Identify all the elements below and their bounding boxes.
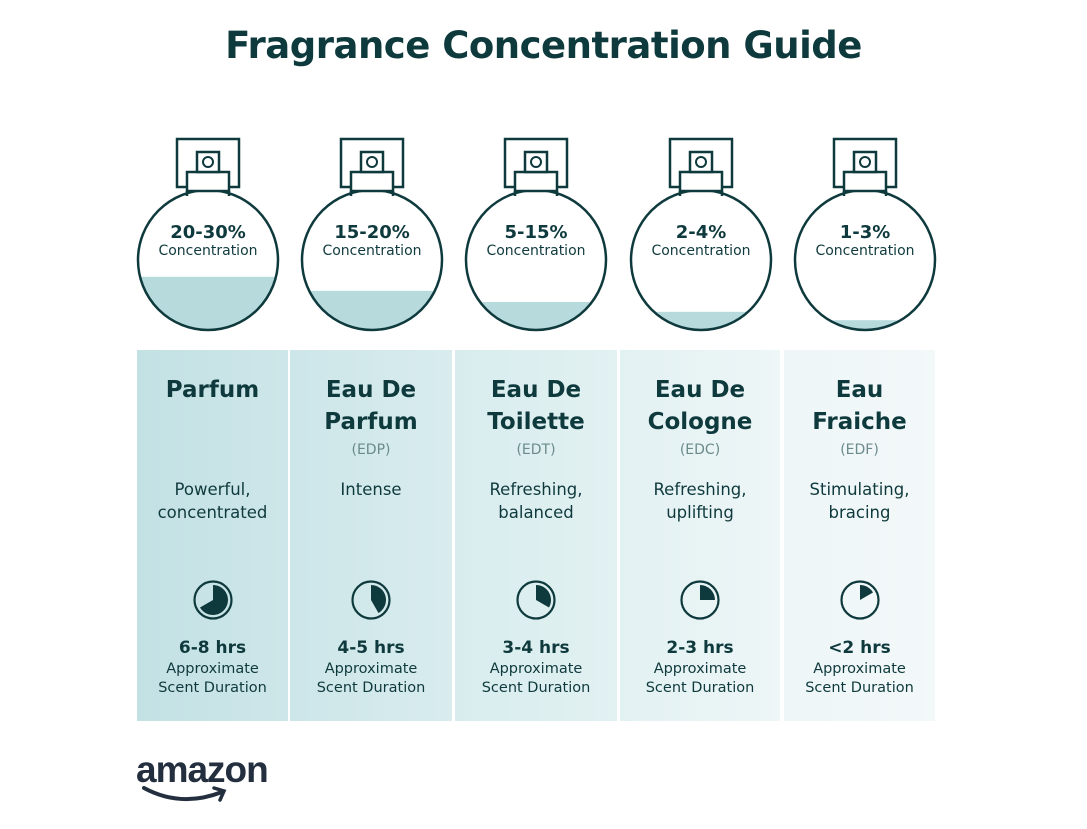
concentration-percent: 20-30%: [170, 222, 246, 243]
description-line2: uplifting: [666, 503, 734, 522]
description-line1: Intense: [340, 480, 402, 499]
scent-duration-label: Scent Duration: [481, 680, 591, 696]
concentration-percent: 2-4%: [675, 222, 727, 243]
bottle-label: 5-15% Concentration: [466, 222, 606, 259]
concentration-label: Concentration: [158, 243, 258, 259]
clock-icon: [516, 580, 556, 620]
duration: 6-8 hrs: [178, 638, 247, 658]
duration: 3-4 hrs: [502, 638, 570, 658]
type-column: Eau De Toilette (EDT) Refreshing, balanced…: [455, 350, 617, 721]
bottle-label: 2-4% Concentration: [631, 222, 771, 259]
concentration-percent: 1-3%: [839, 222, 891, 243]
description-line1: Stimulating,: [809, 480, 910, 499]
liquid-level: [302, 290, 442, 330]
type-name-line1: Eau De: [654, 377, 746, 403]
concentration-label: Concentration: [815, 243, 915, 259]
approx-label: Approximate: [653, 661, 747, 677]
type-name-line1: Eau De: [325, 377, 417, 403]
description-line2: balanced: [498, 503, 574, 522]
type-column: Eau Fraiche (EDF) Stimulating, bracing <2 …: [784, 350, 935, 721]
liquid-level: [795, 320, 935, 330]
scent-duration-label: Scent Duration: [316, 680, 426, 696]
bottle-label: 20-30% Concentration: [138, 222, 278, 259]
clock-icon: [192, 580, 233, 620]
liquid-level: [138, 276, 278, 330]
type-abbreviation: (EDC): [679, 442, 721, 458]
concentration-label: Concentration: [651, 243, 751, 259]
concentration-percent: 5-15%: [504, 222, 568, 243]
approx-label: Approximate: [324, 661, 418, 677]
type-name-line1: Parfum: [165, 377, 260, 403]
concentration-percent: 15-20%: [334, 222, 410, 243]
type-name-line2: Fraiche: [812, 409, 907, 435]
bottle: [793, 137, 937, 332]
page-title: Fragrance Concentration Guide: [225, 24, 862, 67]
concentration-label: Concentration: [322, 243, 422, 259]
type-column: Parfum Powerful, concentrated 6-8 hrs App…: [137, 350, 288, 721]
svg-text:amazon: amazon: [136, 750, 268, 790]
approx-label: Approximate: [813, 661, 906, 677]
type-abbreviation: (EDF): [840, 442, 879, 458]
bottle-illustrations: [136, 137, 937, 332]
description-line2: bracing: [828, 503, 891, 522]
scent-duration-label: Scent Duration: [645, 680, 755, 696]
bottle: [136, 137, 280, 332]
type-name-line2: Toilette: [487, 409, 585, 435]
approx-label: Approximate: [166, 661, 259, 677]
type-name-line1: Eau: [835, 377, 884, 403]
type-abbreviation: (EDT): [516, 442, 556, 458]
type-column: Eau De Cologne (EDC) Refreshing, uplifting…: [620, 350, 780, 721]
duration: <2 hrs: [828, 638, 891, 658]
description-line1: Powerful,: [174, 480, 251, 499]
type-name-line1: Eau De: [490, 377, 582, 403]
type-name-line2: Cologne: [647, 409, 753, 435]
amazon-logo: amazon: [136, 750, 269, 802]
description-line1: Refreshing,: [489, 480, 583, 499]
clock-icon: [351, 580, 391, 620]
approx-label: Approximate: [489, 661, 583, 677]
clock-icon: [839, 580, 880, 620]
duration: 4-5 hrs: [337, 638, 405, 658]
concentration-label: Concentration: [486, 243, 586, 259]
description-line1: Refreshing,: [653, 480, 747, 499]
bottle-label: 1-3% Concentration: [795, 222, 935, 259]
type-name-line2: Parfum: [324, 409, 418, 435]
scent-duration-label: Scent Duration: [805, 680, 914, 696]
duration: 2-3 hrs: [666, 638, 734, 658]
bottle-label: 15-20% Concentration: [302, 222, 442, 259]
type-column: Eau De Parfum (EDP) Intense 4-5 hrs Appro…: [290, 350, 452, 721]
clock-icon: [680, 580, 720, 620]
type-abbreviation: (EDP): [351, 442, 391, 458]
description-line2: concentrated: [157, 503, 268, 522]
scent-duration-label: Scent Duration: [158, 680, 267, 696]
